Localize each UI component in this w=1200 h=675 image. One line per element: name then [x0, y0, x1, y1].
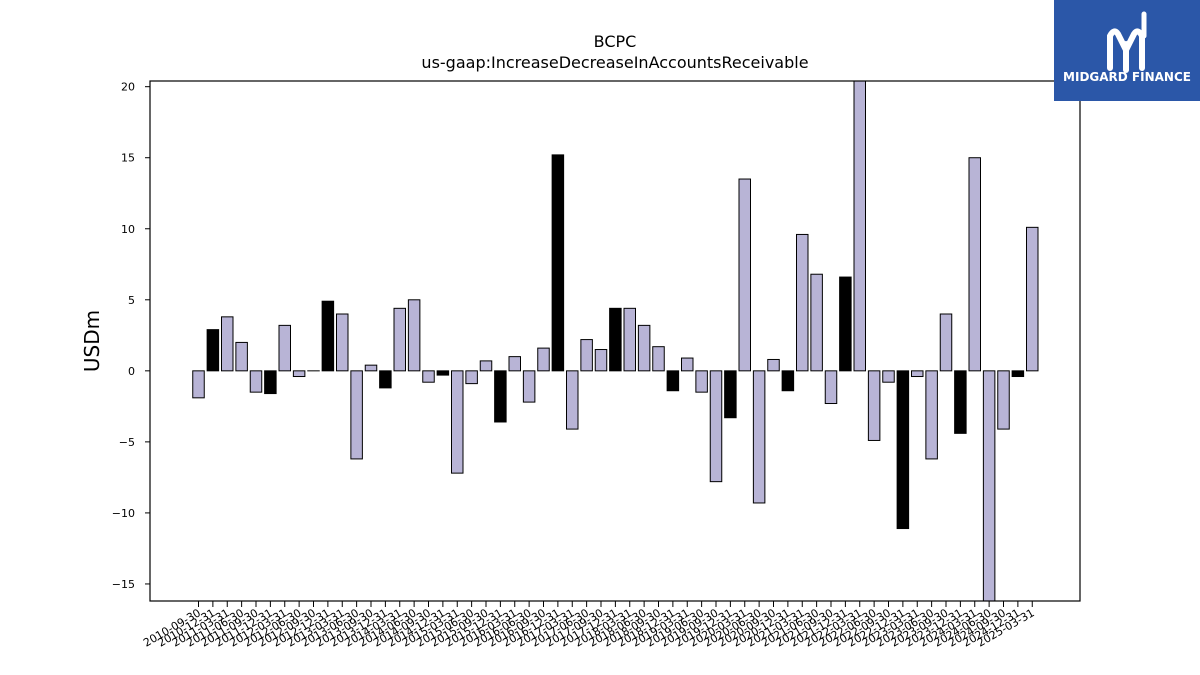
bar: [609, 307, 622, 372]
chart-title: BCPC: [594, 32, 637, 51]
bar: [422, 370, 435, 383]
bar: [321, 300, 335, 372]
y-tick-label: −15: [112, 578, 135, 591]
bar: [451, 370, 464, 474]
bar: [839, 276, 852, 372]
logo: MIDGARD FINANCE: [1054, 0, 1200, 101]
bar: [724, 370, 737, 419]
logo-text: MIDGARD FINANCE: [1063, 70, 1191, 84]
bar: [853, 80, 866, 372]
bar: [192, 370, 205, 399]
bar: [249, 370, 263, 393]
bar: [393, 307, 406, 372]
y-tick-label: 0: [128, 365, 135, 378]
bars-layer: [192, 80, 1039, 602]
bar: [997, 370, 1010, 430]
bar: [436, 370, 450, 376]
bar: [551, 154, 565, 372]
bar: [982, 370, 996, 602]
bar: [824, 370, 838, 405]
y-tick-label: 5: [128, 294, 135, 307]
bar: [278, 324, 291, 372]
bar: [350, 370, 363, 460]
bar: [939, 313, 953, 372]
chart-subtitle: us-gaap:IncreaseDecreaseInAccountsReceiv…: [421, 53, 808, 72]
bar: [1011, 370, 1025, 378]
bar: [781, 370, 795, 392]
bar: [537, 347, 550, 372]
bar: [882, 370, 895, 383]
bar: [681, 357, 694, 372]
bar: [796, 233, 809, 372]
y-axis: −15 −10 −5 0 5 10 15 20: [112, 81, 150, 591]
bar: [695, 370, 708, 393]
bar: [867, 370, 881, 441]
bar: [379, 370, 392, 389]
bar: [264, 370, 277, 395]
bar: [566, 370, 579, 430]
bar: [652, 346, 665, 372]
x-axis: 2010-09-302010-12-312011-03-312011-06-30…: [141, 601, 1037, 650]
bar: [738, 178, 751, 372]
bar: [580, 339, 593, 372]
bar: [954, 370, 967, 434]
bar: [494, 370, 507, 423]
bar: [1026, 226, 1039, 372]
bar: [336, 313, 349, 372]
bar: [752, 370, 766, 504]
bar: [206, 329, 220, 372]
bar: [925, 370, 938, 460]
plot-frame: [149, 80, 1081, 602]
bar: [623, 307, 636, 372]
bar: [810, 273, 823, 372]
bar: [522, 370, 536, 403]
bar: [637, 324, 651, 372]
bar: [508, 356, 521, 372]
bar: [666, 370, 680, 392]
bar: [235, 341, 248, 372]
y-axis-label: USDm: [80, 310, 104, 372]
bar: [709, 370, 723, 483]
bar: [968, 157, 981, 372]
y-tick-label: 10: [121, 223, 135, 236]
bar: [407, 299, 421, 372]
y-tick-label: 15: [121, 152, 135, 165]
bar: [896, 370, 910, 530]
bar: [594, 349, 608, 372]
bar: [221, 316, 234, 372]
bar: [767, 358, 780, 372]
logo-mark-icon: [1107, 11, 1147, 73]
bar: [911, 370, 924, 378]
bar: [292, 370, 306, 378]
bar: [364, 364, 378, 372]
y-tick-label: −5: [119, 436, 135, 449]
y-tick-label: −10: [112, 507, 135, 520]
bar: [479, 360, 493, 372]
y-tick-label: 20: [121, 81, 135, 94]
bar: [465, 370, 478, 385]
